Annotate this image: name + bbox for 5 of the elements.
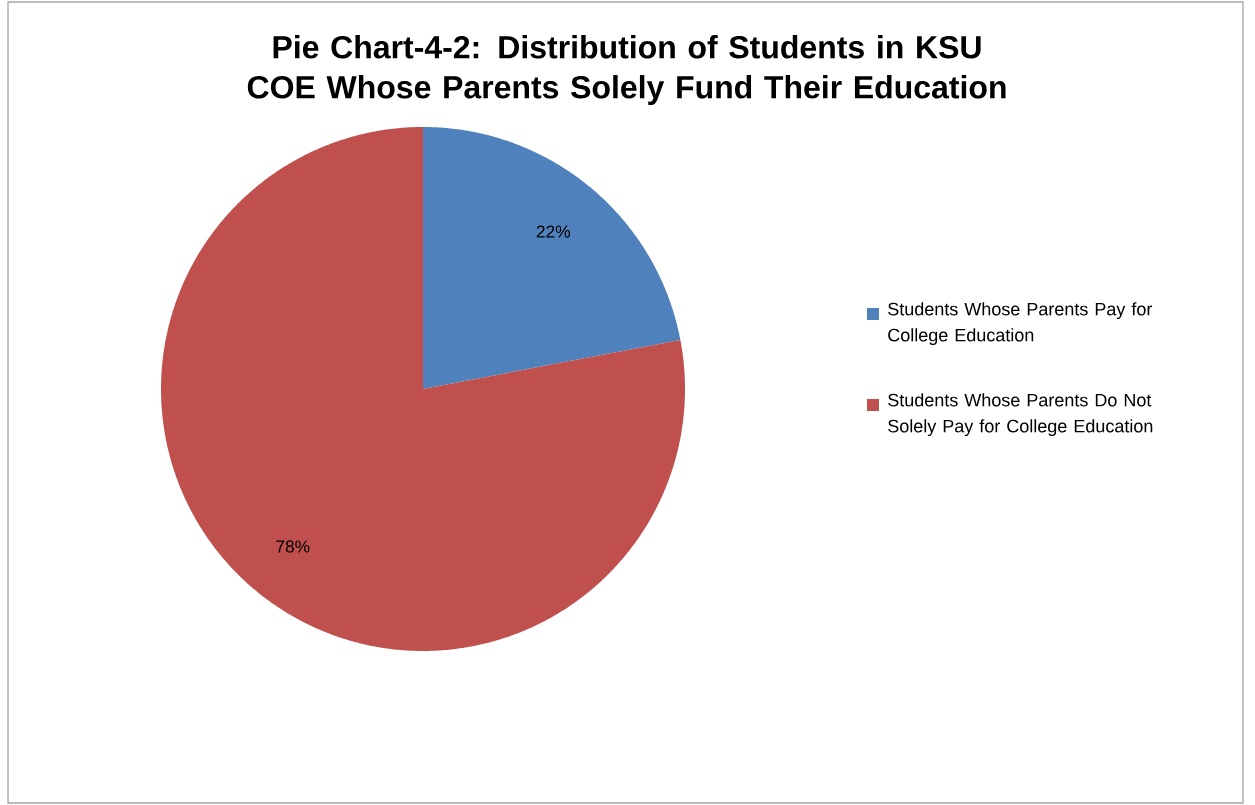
legend-label: Students Whose Parents Pay for College Education: [888, 302, 1153, 346]
legend-label: Students Whose Parents Do Not Solely Pay for College Education: [888, 393, 1153, 437]
data-label: 22%: [536, 225, 571, 238]
data-label: 78%: [276, 540, 310, 553]
chart-title: Pie Chart-4-2: Distribution of Students in KSU COE Whose Parents Solely Fund Their Education: [247, 35, 1006, 105]
